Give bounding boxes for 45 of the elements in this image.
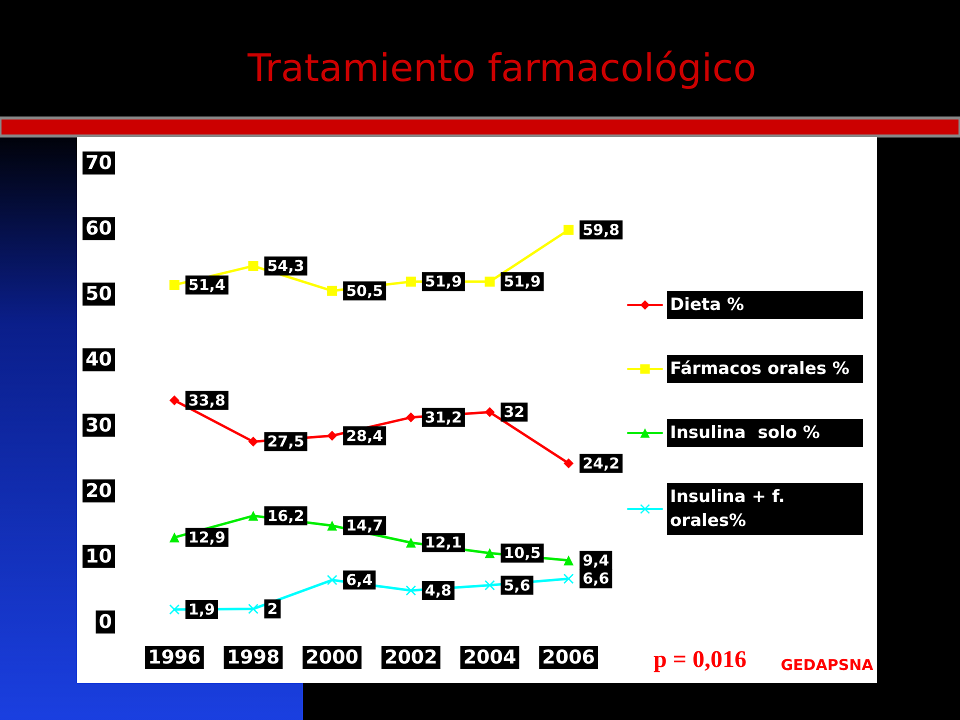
y-tick-label: 10 bbox=[86, 545, 112, 568]
data-label: 33,8 bbox=[188, 391, 226, 410]
data-label: 2 bbox=[267, 600, 278, 618]
data-label: 12,9 bbox=[188, 528, 226, 546]
x-tick-label: 2002 bbox=[384, 646, 438, 668]
y-tick-label: 50 bbox=[86, 283, 112, 306]
x-tick-label: 2000 bbox=[306, 646, 359, 668]
data-label: 1,9 bbox=[188, 600, 215, 619]
data-label: 50,5 bbox=[346, 282, 384, 300]
data-label: 27,5 bbox=[267, 432, 304, 451]
text: GEDAPSNA bbox=[780, 656, 874, 674]
data-label: 51,4 bbox=[188, 276, 226, 294]
data-label: 24,2 bbox=[582, 454, 620, 472]
legend-label: Insulina solo % bbox=[670, 423, 820, 443]
data-label: 6,6 bbox=[582, 570, 610, 588]
data-label: 9,4 bbox=[582, 551, 610, 570]
data-label: 51,9 bbox=[424, 272, 462, 291]
data-label: 54,3 bbox=[267, 256, 304, 275]
y-tick-label: 0 bbox=[98, 611, 112, 633]
data-label: 12,1 bbox=[424, 534, 462, 552]
text: p = 0,016 bbox=[653, 647, 747, 673]
legend-label: Insulina + f. orales% bbox=[670, 487, 791, 531]
data-label: 10,5 bbox=[504, 544, 541, 562]
legend-label: Fármacos orales % bbox=[670, 359, 850, 379]
legend-label: Dieta % bbox=[670, 295, 744, 315]
data-label: 14,7 bbox=[346, 516, 384, 535]
data-label: 59,8 bbox=[582, 220, 620, 239]
data-label: 51,9 bbox=[504, 272, 541, 291]
x-tick-label: 2004 bbox=[463, 646, 516, 668]
y-tick-label: 40 bbox=[86, 348, 112, 371]
y-tick-label: 20 bbox=[86, 480, 112, 502]
chart-title: Tratamiento farmacológico bbox=[246, 46, 756, 90]
x-tick-label: 2006 bbox=[542, 646, 596, 668]
y-tick-label: 60 bbox=[86, 218, 112, 240]
data-label: 28,4 bbox=[346, 426, 384, 445]
data-label: 31,2 bbox=[424, 408, 462, 426]
x-tick-label: 1998 bbox=[226, 646, 280, 668]
y-tick-label: 70 bbox=[86, 152, 112, 174]
data-label: 4,8 bbox=[424, 582, 452, 600]
y-tick-label: 30 bbox=[86, 414, 112, 436]
x-tick-label: 1996 bbox=[148, 646, 201, 668]
data-label: 6,4 bbox=[346, 571, 373, 590]
data-label: 5,6 bbox=[504, 576, 530, 594]
data-label: 32 bbox=[504, 403, 525, 422]
data-label: 16,2 bbox=[267, 506, 304, 525]
